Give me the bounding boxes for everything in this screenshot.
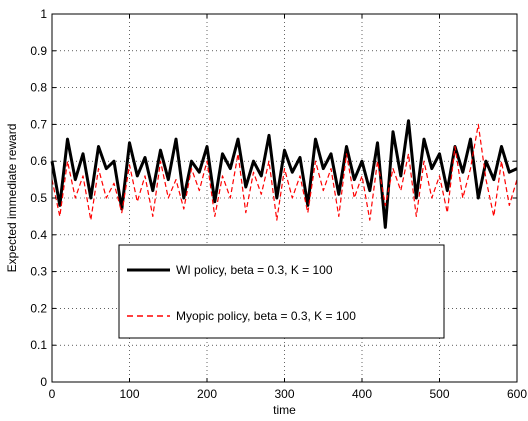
y-tick-label: 0.1 [30,338,47,352]
x-axis-label: time [273,403,296,417]
legend-box [118,244,445,339]
legend: WI policy, beta = 0.3, K = 100 Myopic po… [118,244,445,339]
x-tick-label: 300 [274,387,294,401]
y-tick-label: 0.2 [30,301,47,315]
y-tick-label: 0.7 [30,117,47,131]
y-tick-label: 0.8 [30,81,47,95]
x-tick-label: 0 [49,387,56,401]
x-tick-label: 100 [119,387,139,401]
y-tick-label: 0.4 [30,228,47,242]
x-tick-label: 200 [197,387,217,401]
y-axis-label: Expected immediate reward [5,124,19,273]
series-line-myopic [51,123,518,221]
y-tick-label: 0.5 [30,191,47,205]
x-tick-label: 500 [429,387,449,401]
legend-label-myopic: Myopic policy, beta = 0.3, K = 100 [176,309,356,323]
y-tick-label: 0.3 [30,265,47,279]
y-tick-label: 0.9 [30,44,47,58]
y-tick-label: 0.6 [30,154,47,168]
x-tick-label: 400 [352,387,372,401]
legend-label-wi: WI policy, beta = 0.3, K = 100 [176,263,333,277]
series-line-wi [50,119,518,229]
y-tick-label: 0 [40,375,47,389]
x-tick-label: 600 [507,387,527,401]
ticks [51,13,518,383]
tick-labels: 0 100 200 300 400 500 600 0 0.1 0.2 0.3 0.4 0.5 0.6 0.… [30,7,527,401]
series-layer [50,119,518,229]
y-tick-label: 1 [40,7,47,21]
